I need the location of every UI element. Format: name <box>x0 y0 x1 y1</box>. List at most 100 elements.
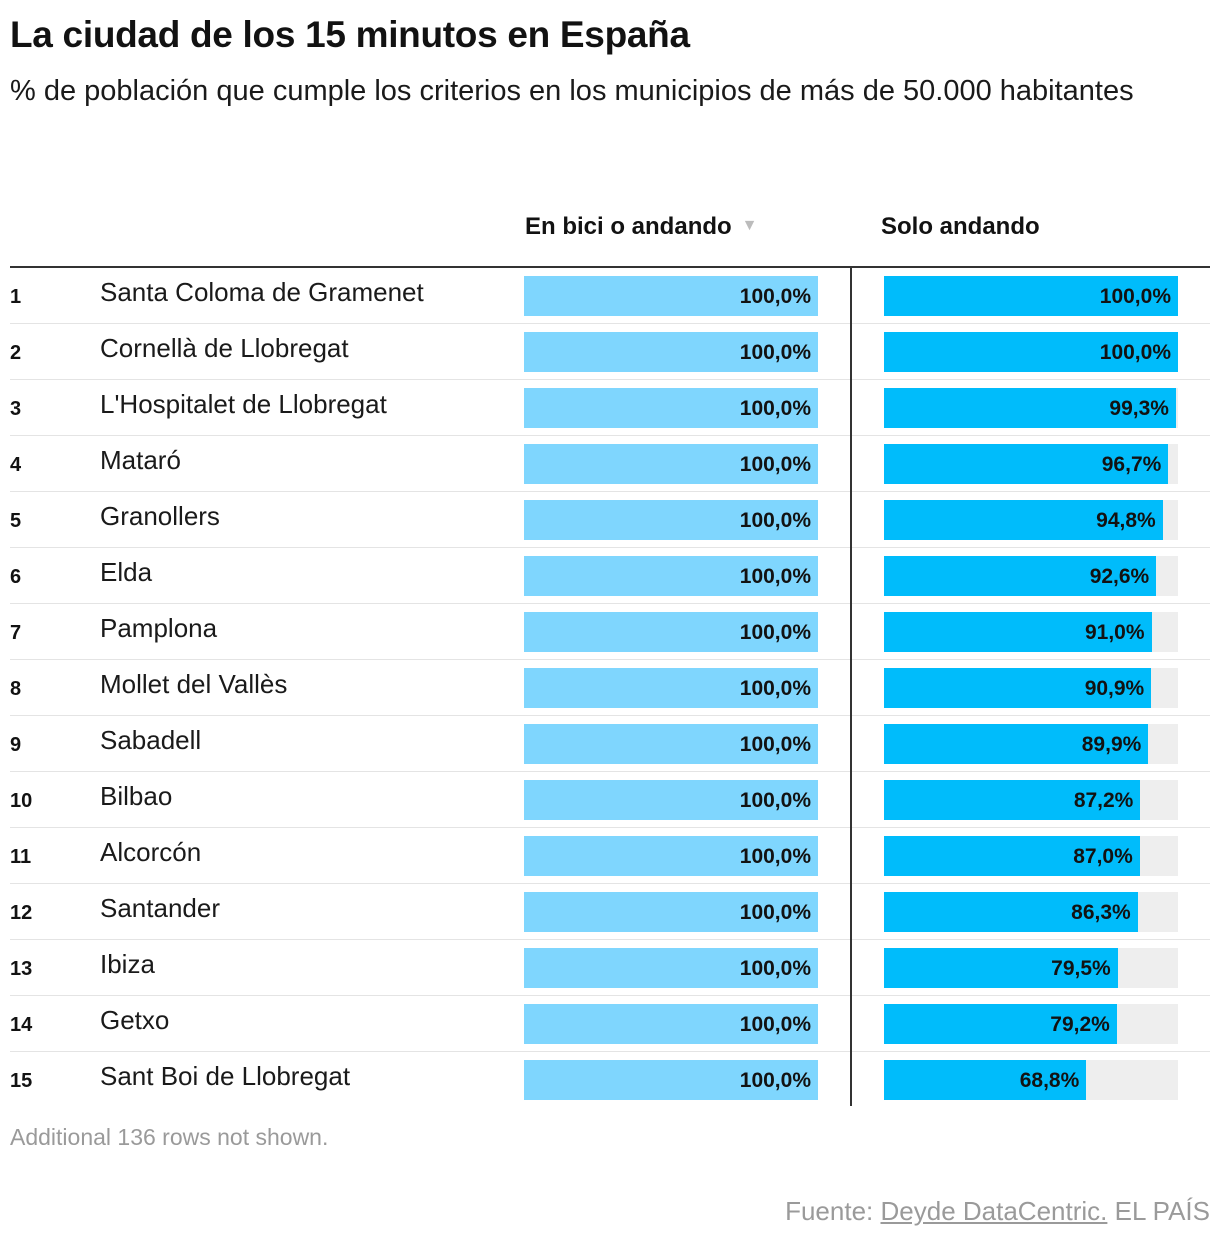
rows-not-shown-note: Additional 136 rows not shown. <box>10 1124 329 1150</box>
column-header-label: En bici o andando <box>525 213 732 240</box>
municipality-name: Santa Coloma de Gramenet <box>100 277 424 307</box>
bar-track-solo-andando: 79,5% <box>884 948 1178 988</box>
table-row: 4 Mataró 100,0% 96,7% <box>10 436 1210 492</box>
bar-track-solo-andando: 96,7% <box>884 444 1178 484</box>
bar-track-solo-andando: 87,2% <box>884 780 1178 820</box>
value-label-solo-andando: 86,3% <box>1071 901 1131 924</box>
bar-track-bici-andando: 100,0% <box>524 500 818 540</box>
table-row: 14 Getxo 100,0% 79,2% <box>10 996 1210 1052</box>
value-label-solo-andando: 87,2% <box>1073 789 1134 812</box>
value-label-solo-andando: 79,5% <box>1051 957 1111 980</box>
bar-track-solo-andando: 86,3% <box>884 892 1178 932</box>
bar-solo-andando: 92,6% <box>884 556 1157 596</box>
bar-track-bici-andando: 100,0% <box>524 1004 818 1044</box>
bar-bici-andando: 100,0% <box>524 388 818 428</box>
table-row: 8 Mollet del Vallès 100,0% 90,9% <box>10 660 1210 716</box>
bar-solo-andando: 86,3% <box>884 892 1138 932</box>
bar-track-bici-andando: 100,0% <box>524 836 818 876</box>
bar-solo-andando: 96,7% <box>884 444 1169 484</box>
rank-number: 2 <box>10 342 22 364</box>
municipality-name: Elda <box>100 557 153 587</box>
bar-track-solo-andando: 90,9% <box>884 668 1178 708</box>
table-row: 3 L'Hospitalet de Llobregat 100,0% 99,3% <box>10 380 1210 436</box>
bar-solo-andando: 90,9% <box>884 668 1152 708</box>
rank-number: 14 <box>10 1014 33 1036</box>
chart-title: La ciudad de los 15 minutos en España <box>10 14 690 55</box>
rank-number: 5 <box>10 510 22 532</box>
rank-number: 15 <box>10 1070 33 1092</box>
table-row: 13 Ibiza 100,0% 79,5% <box>10 940 1210 996</box>
bar-track-solo-andando: 99,3% <box>884 388 1178 428</box>
rank-number: 7 <box>10 622 22 644</box>
value-label-solo-andando: 87,0% <box>1073 845 1133 868</box>
column-header-solo-andando[interactable]: Solo andando <box>881 213 1040 241</box>
bar-track-solo-andando: 100,0% <box>884 276 1178 316</box>
bar-track-bici-andando: 100,0% <box>524 668 818 708</box>
value-label-solo-andando: 90,9% <box>1084 677 1145 700</box>
column-header-label: Solo andando <box>881 213 1040 240</box>
bar-track-bici-andando: 100,0% <box>524 892 818 932</box>
bar-solo-andando: 91,0% <box>884 612 1152 652</box>
table-row: 2 Cornellà de Llobregat 100,0% 100,0% <box>10 324 1210 380</box>
bar-track-solo-andando: 92,6% <box>884 556 1178 596</box>
value-label-bici-andando: 100,0% <box>739 733 811 756</box>
bar-bici-andando: 100,0% <box>524 1004 818 1044</box>
bar-bici-andando: 100,0% <box>524 276 818 316</box>
bar-track-solo-andando: 79,2% <box>884 1004 1178 1044</box>
rank-number: 8 <box>10 678 22 700</box>
bar-track-bici-andando: 100,0% <box>524 612 818 652</box>
value-label-bici-andando: 100,0% <box>739 397 811 420</box>
rank-number: 11 <box>10 846 32 868</box>
column-header-bici-andando[interactable]: En bici o andando ▼ <box>525 213 758 241</box>
value-label-bici-andando: 100,0% <box>739 789 811 812</box>
rank-number: 3 <box>10 398 22 420</box>
bar-bici-andando: 100,0% <box>524 1060 818 1100</box>
value-label-bici-andando: 100,0% <box>739 509 811 532</box>
value-label-bici-andando: 100,0% <box>739 845 811 868</box>
value-label-solo-andando: 92,6% <box>1089 565 1150 588</box>
bar-bici-andando: 100,0% <box>524 892 818 932</box>
municipality-name: Getxo <box>100 1005 170 1035</box>
value-label-solo-andando: 94,8% <box>1096 509 1156 532</box>
bar-track-solo-andando: 89,9% <box>884 724 1178 764</box>
bar-bici-andando: 100,0% <box>524 500 818 540</box>
header-rule <box>10 266 1210 268</box>
bar-track-solo-andando: 94,8% <box>884 500 1178 540</box>
bar-track-bici-andando: 100,0% <box>524 724 818 764</box>
value-label-solo-andando: 89,9% <box>1081 733 1142 756</box>
municipality-name: Ibiza <box>100 949 155 979</box>
municipality-name: L'Hospitalet de Llobregat <box>100 389 387 419</box>
bar-bici-andando: 100,0% <box>524 556 818 596</box>
value-label-solo-andando: 99,3% <box>1109 397 1169 420</box>
municipality-name: Pamplona <box>100 613 218 643</box>
table-row: 15 Sant Boi de Llobregat 100,0% 68,8% <box>10 1052 1210 1107</box>
source-publisher: EL PAÍS <box>1107 1196 1210 1226</box>
table-row: 7 Pamplona 100,0% 91,0% <box>10 604 1210 660</box>
table-row: 1 Santa Coloma de Gramenet 100,0% 100,0% <box>10 268 1210 324</box>
rank-number: 6 <box>10 566 22 588</box>
bar-track-bici-andando: 100,0% <box>524 1060 818 1100</box>
chart-subtitle: % de población que cumple los criterios … <box>10 75 1134 107</box>
bar-track-bici-andando: 100,0% <box>524 276 818 316</box>
column-divider <box>850 268 852 1106</box>
value-label-solo-andando: 91,0% <box>1084 621 1145 644</box>
value-label-bici-andando: 100,0% <box>739 957 811 980</box>
bar-solo-andando: 100,0% <box>884 332 1178 372</box>
value-label-bici-andando: 100,0% <box>739 1013 811 1036</box>
source-link[interactable]: Deyde DataCentric. <box>880 1196 1108 1226</box>
bar-solo-andando: 89,9% <box>884 724 1149 764</box>
municipality-name: Sabadell <box>100 725 202 755</box>
table-body: 1 Santa Coloma de Gramenet 100,0% 100,0% 2 Co… <box>10 268 1210 1107</box>
source-prefix: Fuente: <box>785 1196 881 1226</box>
bar-bici-andando: 100,0% <box>524 836 818 876</box>
bar-track-solo-andando: 68,8% <box>884 1060 1178 1100</box>
value-label-solo-andando: 96,7% <box>1101 453 1162 476</box>
bar-track-bici-andando: 100,0% <box>524 444 818 484</box>
rank-number: 10 <box>10 790 33 812</box>
value-label-bici-andando: 100,0% <box>739 565 811 588</box>
rank-number: 1 <box>10 286 22 308</box>
bar-track-bici-andando: 100,0% <box>524 388 818 428</box>
value-label-solo-andando: 100,0% <box>1099 341 1171 364</box>
value-label-bici-andando: 100,0% <box>739 901 811 924</box>
sort-down-icon[interactable]: ▼ <box>741 217 758 234</box>
